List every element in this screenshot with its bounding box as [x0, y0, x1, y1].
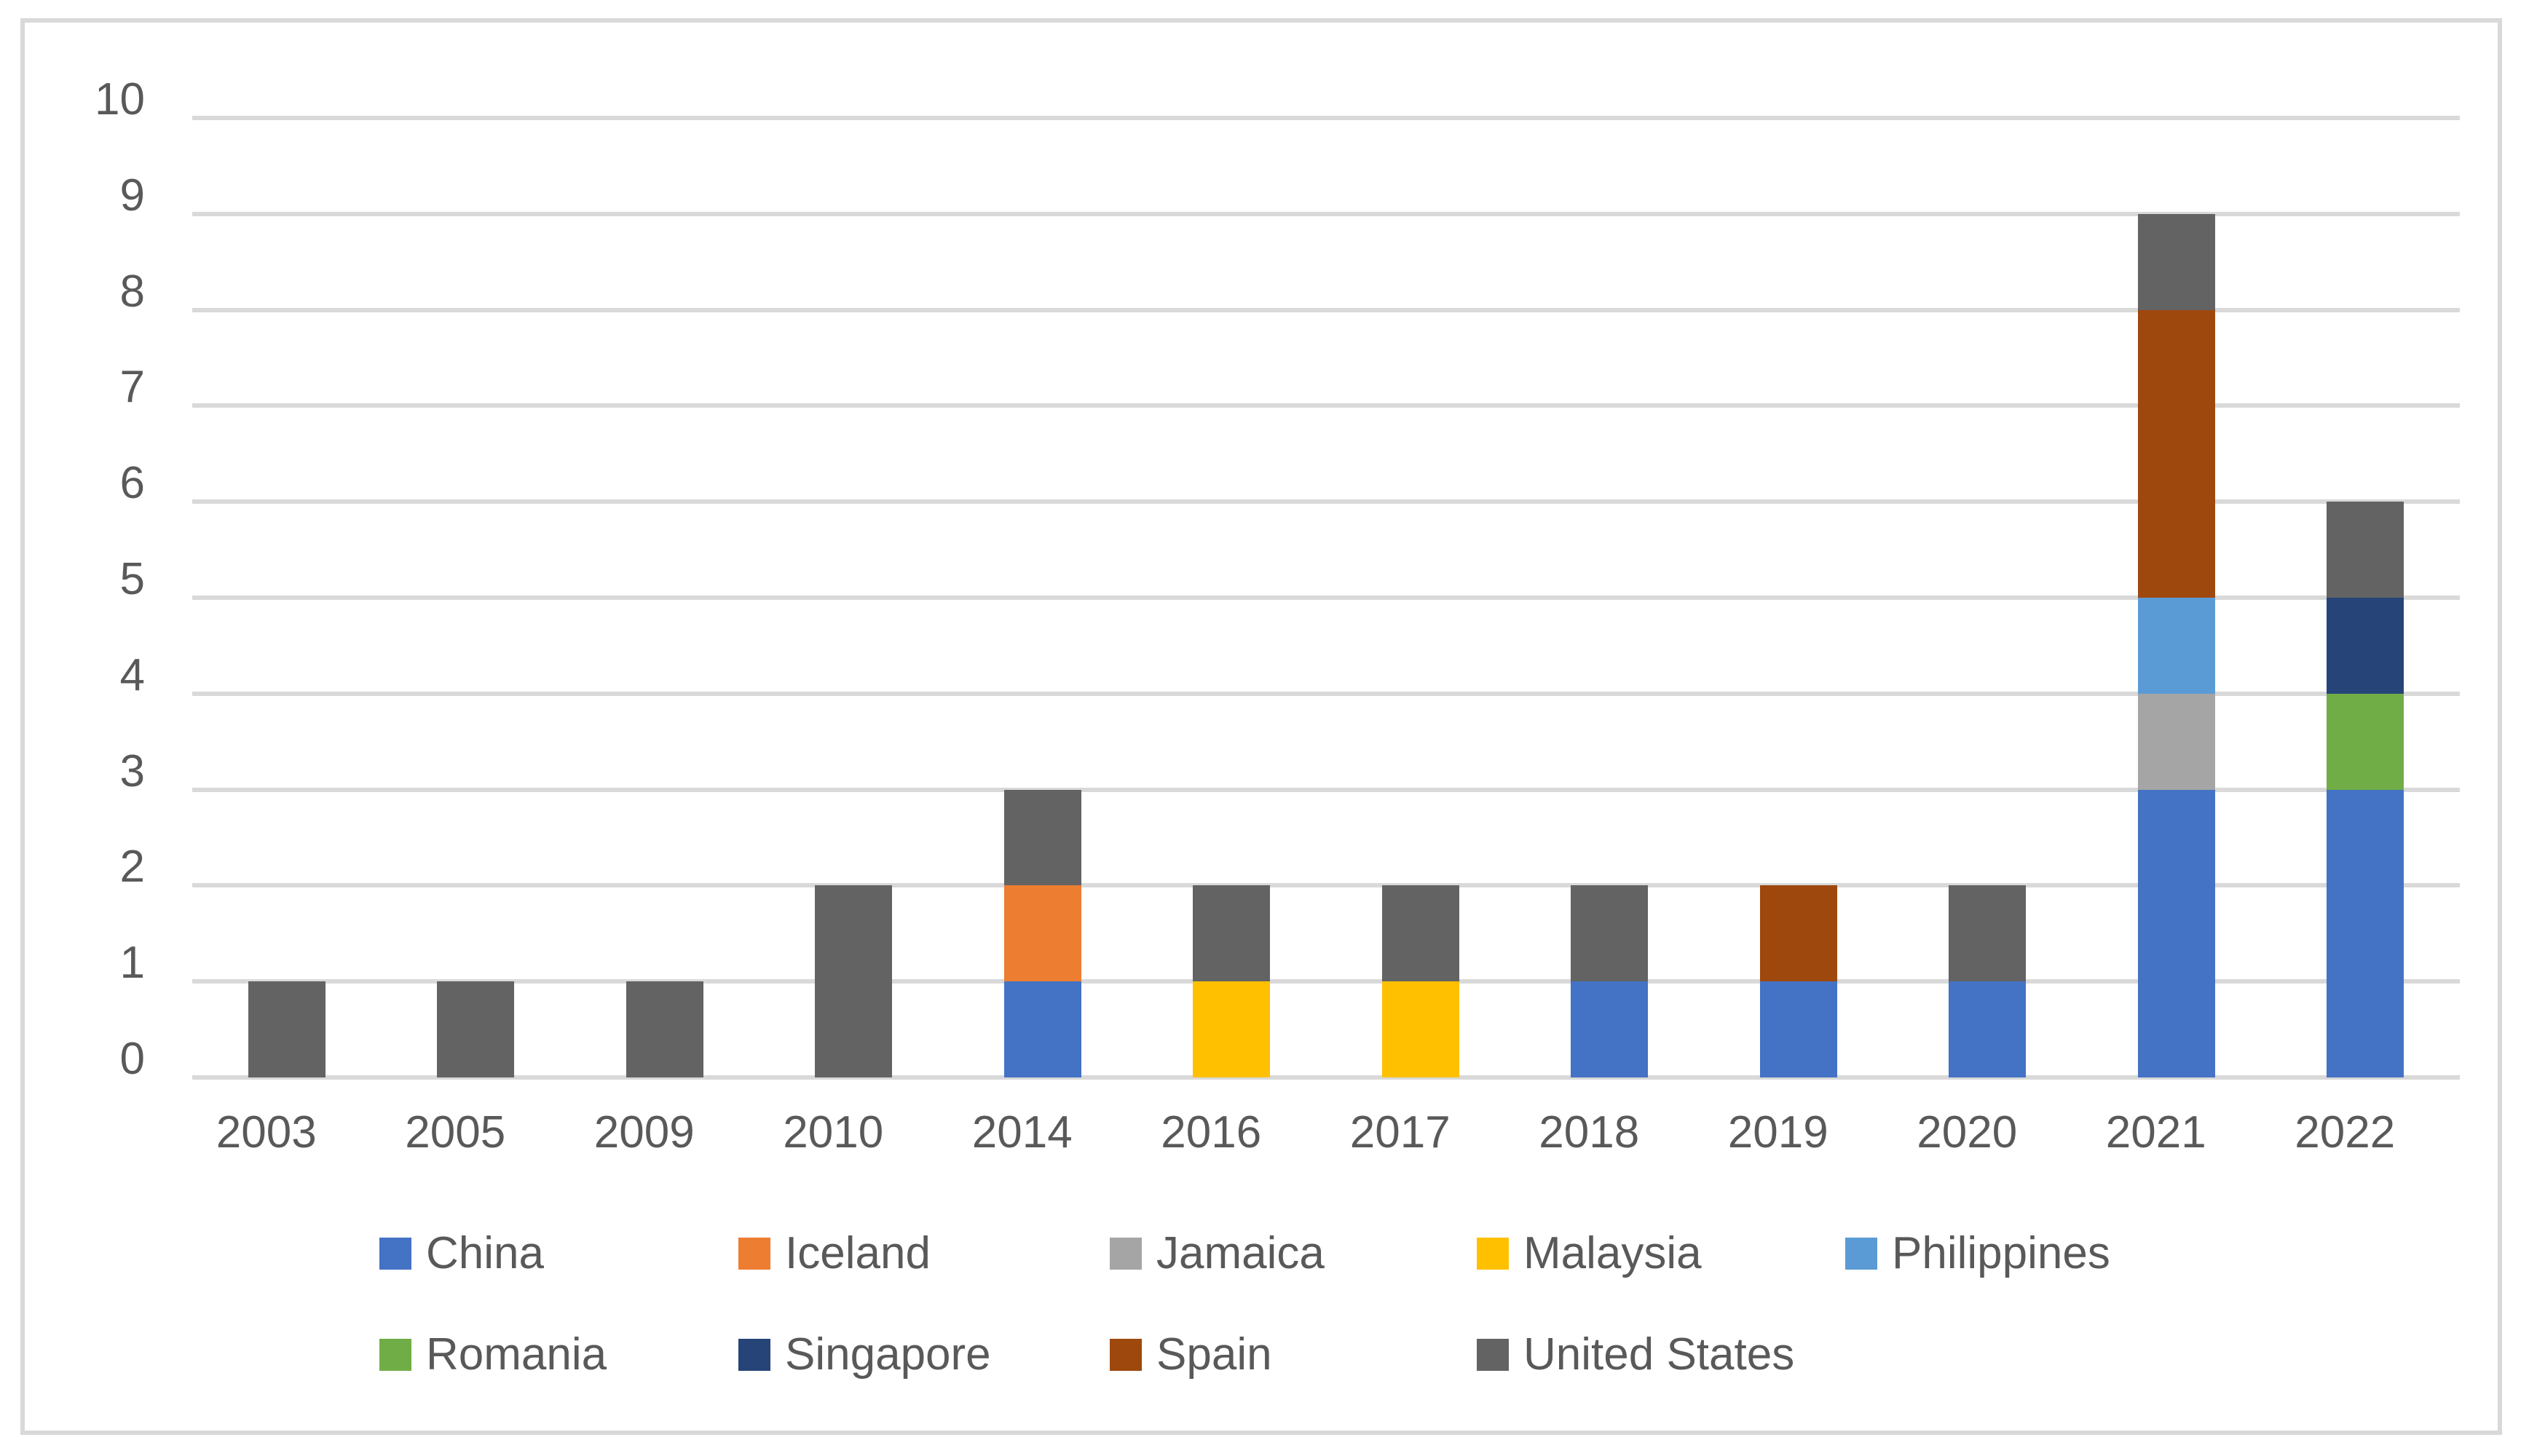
legend-label: Jamaica	[1156, 1228, 1325, 1278]
bar-segment-2021-china	[2137, 789, 2215, 1077]
gridline-y-5	[192, 596, 2460, 600]
y-axis-tick-label: 1	[119, 938, 145, 989]
legend-swatch-singapore	[738, 1339, 770, 1371]
bar-segment-2016-united-states	[1193, 885, 1271, 982]
y-axis-tick-label: 9	[119, 170, 145, 221]
legend-label: Singapore	[785, 1329, 991, 1380]
legend-item-spain: Spain	[1110, 1332, 1272, 1377]
x-axis-tick-label-2009: 2009	[593, 1107, 695, 1158]
bar-segment-2017-malaysia	[1381, 981, 1459, 1077]
bar-segment-2020-china	[1949, 981, 2027, 1077]
bar-segment-2021-united-states	[2137, 213, 2215, 310]
bar-segment-2014-china	[1003, 981, 1081, 1077]
legend-swatch-romania	[379, 1339, 411, 1371]
legend-item-china: China	[379, 1231, 544, 1276]
x-axis-tick-label-2020: 2020	[1917, 1107, 2018, 1158]
y-axis-tick-label: 5	[119, 554, 145, 604]
bar-segment-2009-united-states	[626, 981, 703, 1077]
gridline-y-4	[192, 691, 2460, 696]
x-axis-tick-label-2018: 2018	[1539, 1107, 1640, 1158]
legend-swatch-malaysia	[1477, 1238, 1509, 1270]
bar-segment-2021-spain	[2137, 309, 2215, 598]
bar-segment-2019-china	[1759, 981, 1837, 1077]
x-axis-tick-label-2019: 2019	[1727, 1107, 1828, 1158]
legend-swatch-spain	[1110, 1339, 1142, 1371]
legend-label: United States	[1523, 1329, 1795, 1380]
y-axis-tick-label: 3	[119, 745, 145, 796]
y-axis-tick-label: 7	[119, 362, 145, 413]
x-axis-tick-label-2021: 2021	[2105, 1107, 2206, 1158]
y-axis-tick-label: 4	[119, 649, 145, 700]
y-axis-tick-label: 0	[119, 1034, 145, 1084]
legend-item-romania: Romania	[379, 1332, 607, 1377]
bar-segment-2021-philippines	[2137, 598, 2215, 694]
legend-swatch-united-states	[1477, 1339, 1509, 1371]
x-axis-tick-label-2022: 2022	[2295, 1107, 2396, 1158]
gridline-y-3	[192, 787, 2460, 792]
gridline-y-1	[192, 979, 2460, 984]
y-axis-tick-label: 10	[95, 74, 145, 124]
gridline-y-8	[192, 307, 2460, 312]
bar-segment-2019-spain	[1759, 885, 1837, 982]
x-axis-tick-label-2017: 2017	[1349, 1107, 1451, 1158]
x-axis-tick-label-2016: 2016	[1161, 1107, 1262, 1158]
plot-area	[192, 116, 2460, 1080]
bar-segment-2022-united-states	[2327, 502, 2404, 598]
legend-swatch-china	[379, 1238, 411, 1270]
gridline-y-6	[192, 499, 2460, 505]
gridline-y-9	[192, 211, 2460, 216]
y-axis-tick-label: 2	[119, 842, 145, 893]
legend-swatch-iceland	[738, 1238, 770, 1270]
y-axis-tick-label: 8	[119, 266, 145, 317]
bar-segment-2016-malaysia	[1193, 981, 1271, 1077]
bar-segment-2003-united-states	[248, 981, 326, 1077]
gridline-y-7	[192, 403, 2460, 408]
bar-segment-2014-united-states	[1003, 789, 1081, 886]
bar-segment-2005-united-states	[437, 981, 515, 1077]
x-axis-tick-label-2005: 2005	[405, 1107, 506, 1158]
legend-swatch-philippines	[1845, 1238, 1877, 1270]
bar-segment-2022-romania	[2327, 693, 2404, 790]
bar-segment-2014-iceland	[1003, 885, 1081, 982]
legend-item-iceland: Iceland	[738, 1231, 931, 1276]
bar-segment-2022-singapore	[2327, 598, 2404, 694]
bar-segment-2022-china	[2327, 789, 2404, 1077]
legend-item-malaysia: Malaysia	[1477, 1231, 1702, 1276]
gridline-y-0	[192, 1075, 2460, 1080]
legend-label: Romania	[426, 1329, 607, 1380]
legend-item-singapore: Singapore	[738, 1332, 991, 1377]
legend-item-united-states: United States	[1477, 1332, 1794, 1377]
x-axis-tick-label-2014: 2014	[971, 1107, 1073, 1158]
bar-segment-2020-united-states	[1949, 885, 2027, 982]
legend-label: Philippines	[1892, 1228, 2110, 1278]
legend-label: Iceland	[785, 1228, 931, 1278]
bar-segment-2021-jamaica	[2137, 693, 2215, 790]
bar-segment-2017-united-states	[1381, 885, 1459, 982]
bar-segment-2018-china	[1571, 981, 1649, 1077]
legend-item-jamaica: Jamaica	[1110, 1231, 1325, 1276]
chart-frame: 0 1 2 3 4 5 6 7 8 9 10 2003 2005 2009 2010 2014 2016 201…	[20, 18, 2502, 1435]
legend-label: Spain	[1156, 1329, 1272, 1380]
legend-label: China	[426, 1228, 544, 1278]
legend-swatch-jamaica	[1110, 1238, 1142, 1270]
legend-item-philippines: Philippines	[1845, 1231, 2110, 1276]
x-axis-tick-label-2010: 2010	[783, 1107, 884, 1158]
y-axis-tick-label: 6	[119, 458, 145, 509]
x-axis-tick-label-2003: 2003	[216, 1107, 317, 1158]
legend-label: Malaysia	[1523, 1228, 1702, 1278]
bar-segment-2018-united-states	[1571, 885, 1649, 982]
gridline-y-10	[192, 116, 2460, 120]
gridline-y-2	[192, 883, 2460, 888]
bar-segment-2010-united-states	[815, 885, 893, 1077]
